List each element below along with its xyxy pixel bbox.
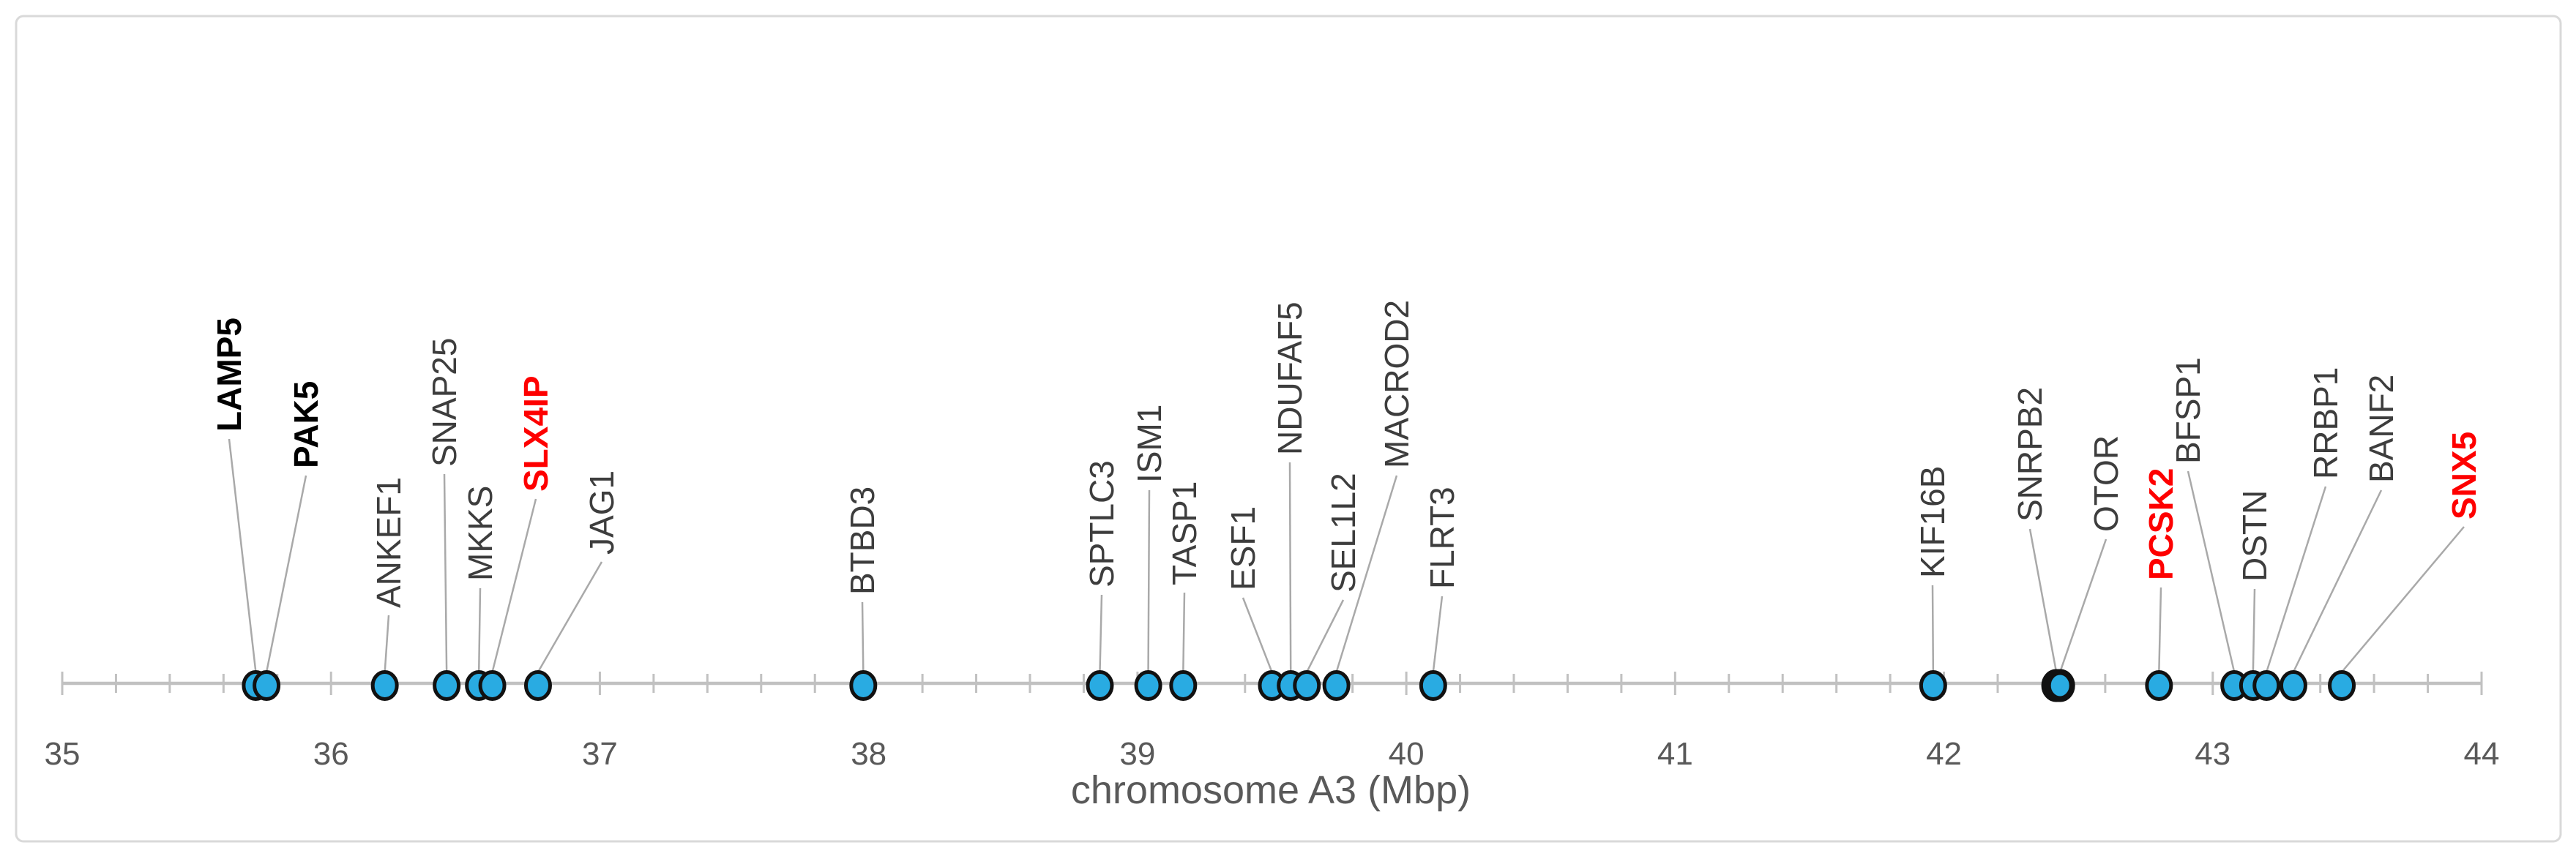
gene-label-SNX5: SNX5 — [2445, 432, 2483, 519]
data-point-SNX5 — [2328, 670, 2356, 701]
data-point-PAK5 — [253, 670, 281, 701]
leader-line-SNAP25 — [443, 473, 448, 672]
leader-line-PCSK2 — [2158, 587, 2162, 672]
figure-border — [15, 15, 2562, 843]
leader-line-TASP1 — [1182, 592, 1186, 672]
data-point-RRBP1 — [2252, 670, 2281, 701]
gene-label-BANF2: BANF2 — [2362, 375, 2400, 483]
x-tick-label-44: 44 — [2464, 736, 2500, 772]
leader-line-NDUFAF5 — [1288, 462, 1292, 672]
gene-label-MACROD2: MACROD2 — [1378, 300, 1416, 468]
x-tick-label-37: 37 — [582, 736, 618, 772]
x-tick-label-41: 41 — [1657, 736, 1693, 772]
gene-label-SNRPB2: SNRPB2 — [2011, 387, 2049, 522]
gene-label-ESF1: ESF1 — [1224, 506, 1262, 590]
leader-line-LAMP5 — [228, 438, 257, 672]
x-tick-label-38: 38 — [851, 736, 886, 772]
leader-line-PAK5 — [265, 475, 307, 672]
leader-line-ESF1 — [1242, 597, 1273, 672]
gene-label-PCSK2: PCSK2 — [2142, 468, 2180, 580]
x-tick-label-35: 35 — [45, 736, 81, 772]
gene-label-DSTN: DSTN — [2236, 490, 2274, 582]
leader-line-SNX5 — [2341, 526, 2465, 673]
leader-line-RRBP1 — [2266, 486, 2327, 672]
leader-line-SNRPB2 — [2028, 528, 2058, 672]
x-tick-label-36: 36 — [313, 736, 349, 772]
data-point-JAG1 — [523, 670, 552, 701]
gene-label-BTBD3: BTBD3 — [843, 487, 881, 595]
leader-line-FLRT3 — [1432, 596, 1444, 672]
leader-line-SPTLC3 — [1099, 594, 1103, 672]
data-point-SLX4IP — [478, 670, 507, 701]
gene-label-ISM1: ISM1 — [1130, 405, 1168, 483]
data-point-BTBD3 — [849, 670, 878, 701]
data-point-TASP1 — [1169, 670, 1198, 701]
gene-label-BFSP1: BFSP1 — [2169, 357, 2207, 464]
data-point-SNAP25 — [433, 670, 461, 701]
gene-label-KIF16B: KIF16B — [1914, 466, 1952, 578]
data-point-ANKEF1 — [370, 670, 399, 701]
gene-label-FLRT3: FLRT3 — [1423, 487, 1461, 589]
data-point-OTOR — [2045, 669, 2075, 702]
data-point-BANF2 — [2279, 670, 2307, 701]
x-tick-label-42: 42 — [1926, 736, 1962, 772]
gene-label-LAMP5: LAMP5 — [210, 318, 248, 432]
x-tick-label-39: 39 — [1119, 736, 1155, 772]
data-point-PCSK2 — [2145, 670, 2173, 701]
x-axis-title: chromosome A3 (Mbp) — [1071, 768, 1471, 812]
gene-label-NDUFAF5: NDUFAF5 — [1271, 301, 1309, 455]
data-point-ISM1 — [1134, 670, 1162, 701]
x-tick-label-43: 43 — [2195, 736, 2230, 772]
data-point-KIF16B — [1919, 670, 1947, 701]
data-point-SEL1L2 — [1293, 670, 1321, 701]
data-point-FLRT3 — [1419, 670, 1447, 701]
gene-label-ANKEF1: ANKEF1 — [370, 477, 408, 608]
gene-label-SNAP25: SNAP25 — [425, 338, 463, 467]
leader-line-JAG1 — [537, 561, 603, 673]
gene-label-PAK5: PAK5 — [287, 381, 325, 468]
gene-label-SEL1L2: SEL1L2 — [1324, 473, 1362, 593]
x-tick-label-40: 40 — [1389, 736, 1425, 772]
gene-label-JAG1: JAG1 — [583, 470, 621, 555]
leader-line-OTOR — [2059, 538, 2108, 672]
leader-line-BTBD3 — [861, 601, 865, 672]
gene-label-OTOR: OTOR — [2087, 435, 2125, 532]
leader-line-MACROD2 — [1335, 475, 1398, 672]
gene-label-SLX4IP: SLX4IP — [517, 375, 555, 492]
leader-line-DSTN — [2252, 588, 2256, 672]
gene-label-RRBP1: RRBP1 — [2307, 367, 2345, 479]
gene-label-MKKS: MKKS — [461, 486, 499, 581]
leader-line-BANF2 — [2292, 489, 2383, 673]
leader-line-SEL1L2 — [1306, 599, 1345, 673]
leader-line-MKKS — [477, 587, 482, 672]
data-point-SPTLC3 — [1086, 670, 1114, 701]
leader-line-SLX4IP — [491, 498, 537, 672]
gene-label-TASP1: TASP1 — [1165, 481, 1203, 585]
leader-line-BFSP1 — [2187, 470, 2236, 672]
leader-line-ANKEF1 — [384, 615, 390, 672]
gene-label-SPTLC3: SPTLC3 — [1083, 460, 1121, 587]
data-point-MACROD2 — [1322, 670, 1351, 701]
